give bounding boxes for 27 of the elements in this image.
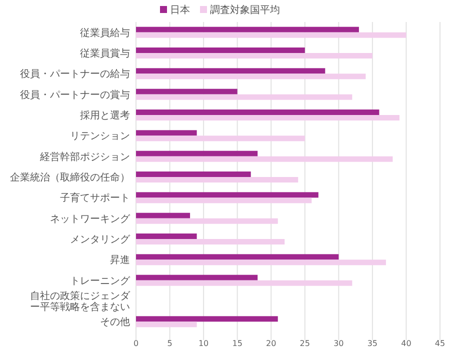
legend-label: 日本 (170, 4, 190, 16)
category: 企業統治（取締役の任命） (10, 172, 130, 184)
category: 役員・パートナーの賞与 (20, 90, 130, 101)
category: 経営幹部ポジション (40, 152, 130, 163)
xtick: 40 (401, 339, 412, 348)
category: リテンション (70, 131, 130, 142)
xtick: 30 (334, 339, 344, 348)
category: 自社の政策にジェンダー平等戦略を含まない (30, 291, 130, 313)
category: 従業員給与 (80, 28, 130, 39)
category: 役員・パートナーの給与 (20, 69, 130, 80)
category: 従業員賞与 (80, 48, 130, 60)
category: 子育てサポート (60, 193, 130, 204)
xtick: 25 (300, 339, 310, 348)
category: 採用と選考 (80, 110, 130, 122)
xtick: 20 (266, 339, 276, 348)
xtick: 35 (367, 339, 378, 348)
xtick: 0 (133, 339, 139, 348)
category: その他 (100, 317, 130, 328)
category: トレーニング (70, 276, 130, 287)
xtick: 15 (232, 339, 242, 348)
xtick: 45 (434, 339, 446, 348)
category: 昇進 (110, 255, 130, 266)
legend-label: 調査対象国平均 (210, 4, 280, 16)
xtick: 5 (167, 339, 172, 348)
category: ネットワーキング (50, 214, 130, 225)
xtick: 10 (198, 339, 209, 348)
category: メンタリング (70, 234, 130, 246)
